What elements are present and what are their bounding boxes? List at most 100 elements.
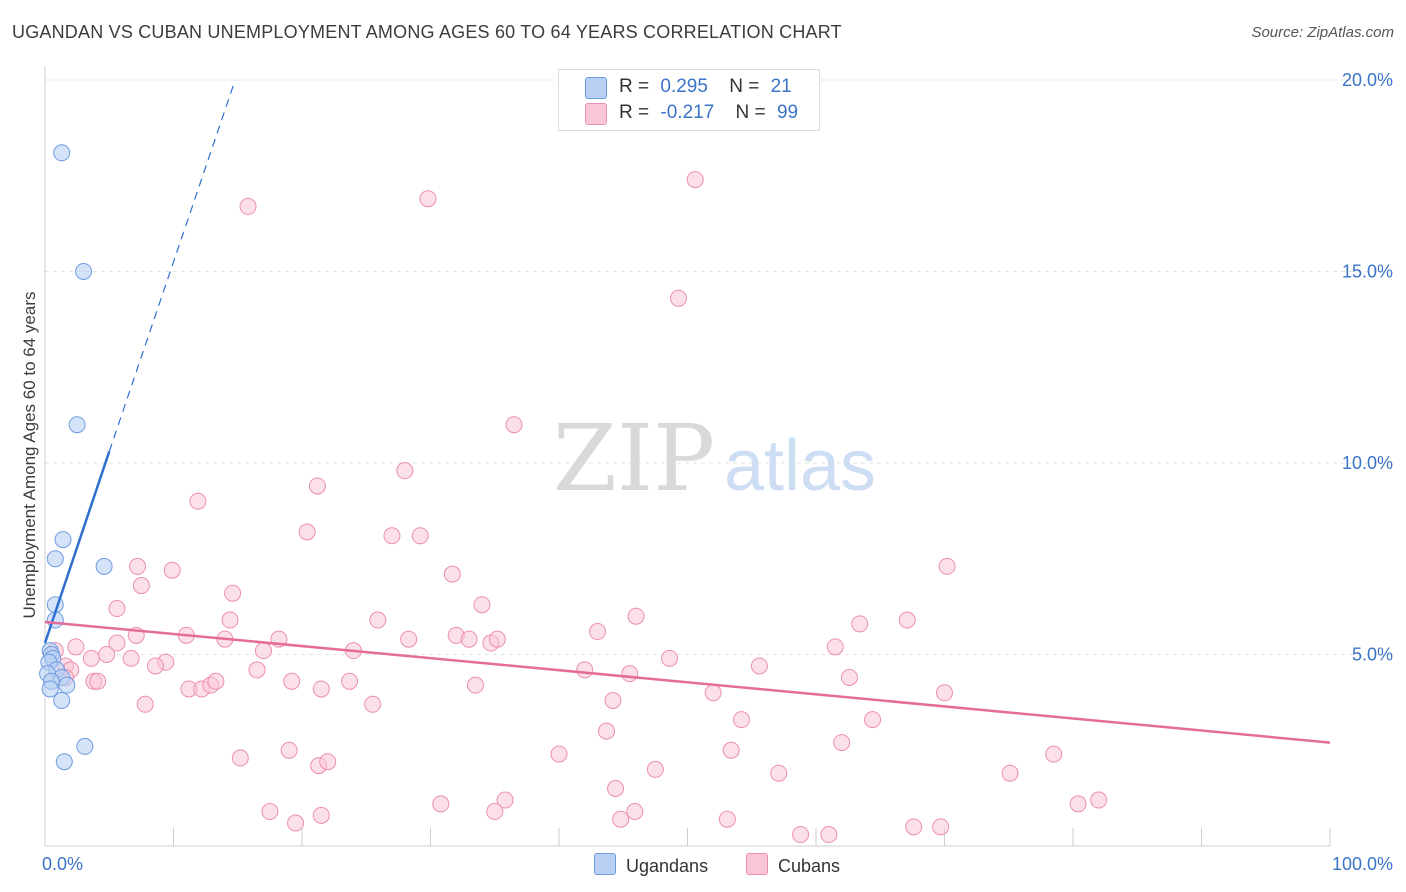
- cuban-point: [396, 462, 414, 480]
- legend-n-value: 99: [776, 102, 799, 123]
- cuban-point: [89, 672, 107, 690]
- cuban-point: [661, 649, 679, 667]
- cuban-point: [231, 749, 249, 767]
- cuban-point: [364, 695, 382, 713]
- cuban-point: [82, 649, 100, 667]
- cubans-trend-line: [44, 620, 1331, 744]
- y-tick-label: 20.0%: [1342, 70, 1393, 90]
- cuban-point: [604, 691, 622, 709]
- cuban-point: [207, 672, 225, 690]
- cuban-point: [598, 722, 616, 740]
- cuban-point: [1045, 745, 1063, 763]
- cuban-point: [1001, 764, 1019, 782]
- cuban-point: [163, 561, 181, 579]
- cuban-point: [670, 289, 688, 307]
- cuban-point: [607, 780, 625, 798]
- watermark-atlas: atlas: [724, 426, 876, 506]
- cuban-point: [1069, 795, 1087, 813]
- cuban-point: [840, 668, 858, 686]
- cuban-point: [132, 577, 150, 595]
- cuban-point: [718, 810, 736, 828]
- legend-r-value: -0.217: [660, 102, 715, 123]
- cuban-point: [473, 596, 491, 614]
- cuban-point: [254, 642, 272, 660]
- ugandan-point: [58, 676, 76, 694]
- cuban-point: [308, 477, 326, 495]
- cuban-point: [136, 695, 154, 713]
- legend-n-label: N =: [729, 76, 760, 97]
- cuban-point: [383, 527, 401, 545]
- cuban-point: [686, 171, 704, 189]
- ugandans-trend-extension: [108, 79, 236, 452]
- cuban-point: [312, 806, 330, 824]
- cuban-point: [704, 684, 722, 702]
- cuban-point: [98, 646, 116, 663]
- ugandans-swatch: [585, 77, 607, 99]
- cuban-point: [108, 600, 126, 618]
- bottom-legend-cubans: Cubans: [746, 853, 840, 877]
- cuban-point: [248, 661, 266, 679]
- cuban-point: [319, 753, 337, 771]
- cubans-swatch: [585, 103, 607, 125]
- cuban-point: [627, 607, 645, 625]
- cuban-point: [460, 630, 478, 648]
- x-tick-label-max: 100.0%: [1332, 854, 1393, 874]
- chart-title: UGANDAN VS CUBAN UNEMPLOYMENT AMONG AGES…: [12, 22, 842, 42]
- cuban-point: [224, 584, 242, 602]
- cuban-point: [820, 826, 838, 844]
- cuban-point: [298, 523, 316, 541]
- ugandan-point: [68, 416, 86, 434]
- cuban-point: [932, 818, 950, 836]
- ugandan-point: [53, 144, 71, 162]
- cuban-point: [936, 684, 953, 702]
- ugandan-point: [95, 557, 113, 575]
- ugandan-point: [41, 680, 59, 698]
- cuban-point: [576, 661, 594, 679]
- ugandan-point: [54, 531, 72, 549]
- cuban-point: [505, 416, 523, 434]
- cuban-point: [341, 672, 359, 690]
- cuban-point: [239, 197, 257, 215]
- cuban-point: [283, 672, 301, 690]
- y-tick-label: 15.0%: [1342, 262, 1393, 282]
- ugandans-swatch: [594, 853, 616, 875]
- cuban-point: [905, 818, 923, 836]
- y-tick-label: 10.0%: [1342, 453, 1393, 473]
- cuban-point: [486, 803, 504, 821]
- x-tick-label-min: 0.0%: [42, 854, 83, 874]
- source-label: Source: ZipAtlas.com: [1251, 24, 1394, 41]
- cuban-point: [496, 791, 514, 809]
- ugandans-label: Ugandans: [626, 856, 709, 876]
- ugandan-point: [75, 263, 93, 280]
- y-axis-label: Unemployment Among Ages 60 to 64 years: [20, 291, 39, 619]
- cuban-point: [732, 711, 750, 729]
- cuban-point: [432, 795, 450, 813]
- cuban-point: [411, 527, 429, 545]
- cuban-point: [833, 734, 851, 752]
- cuban-point: [938, 557, 956, 575]
- correlation-legend: R = 0.295 N = 21 R = -0.217 N = 99: [558, 69, 820, 131]
- cuban-point: [443, 565, 461, 583]
- cuban-point: [621, 665, 639, 683]
- ugandan-point: [46, 550, 64, 568]
- watermark-zip: ZIP: [553, 405, 715, 512]
- cubans-label: Cubans: [778, 856, 841, 876]
- cuban-point: [221, 611, 239, 629]
- cuban-point: [488, 630, 506, 648]
- ugandans-trend-line: [43, 451, 111, 644]
- cuban-point: [147, 657, 165, 675]
- legend-n-value: 21: [770, 76, 792, 97]
- cuban-point: [466, 676, 484, 694]
- cuban-point: [826, 638, 844, 656]
- cuban-point: [312, 680, 330, 698]
- cuban-point: [129, 557, 147, 575]
- cuban-point: [108, 634, 126, 652]
- cuban-point: [287, 814, 305, 832]
- cuban-point: [792, 826, 810, 844]
- cuban-point: [898, 611, 916, 629]
- cuban-point: [189, 492, 207, 510]
- cuban-point: [400, 630, 418, 648]
- cuban-point: [369, 611, 387, 629]
- cuban-point: [550, 745, 568, 763]
